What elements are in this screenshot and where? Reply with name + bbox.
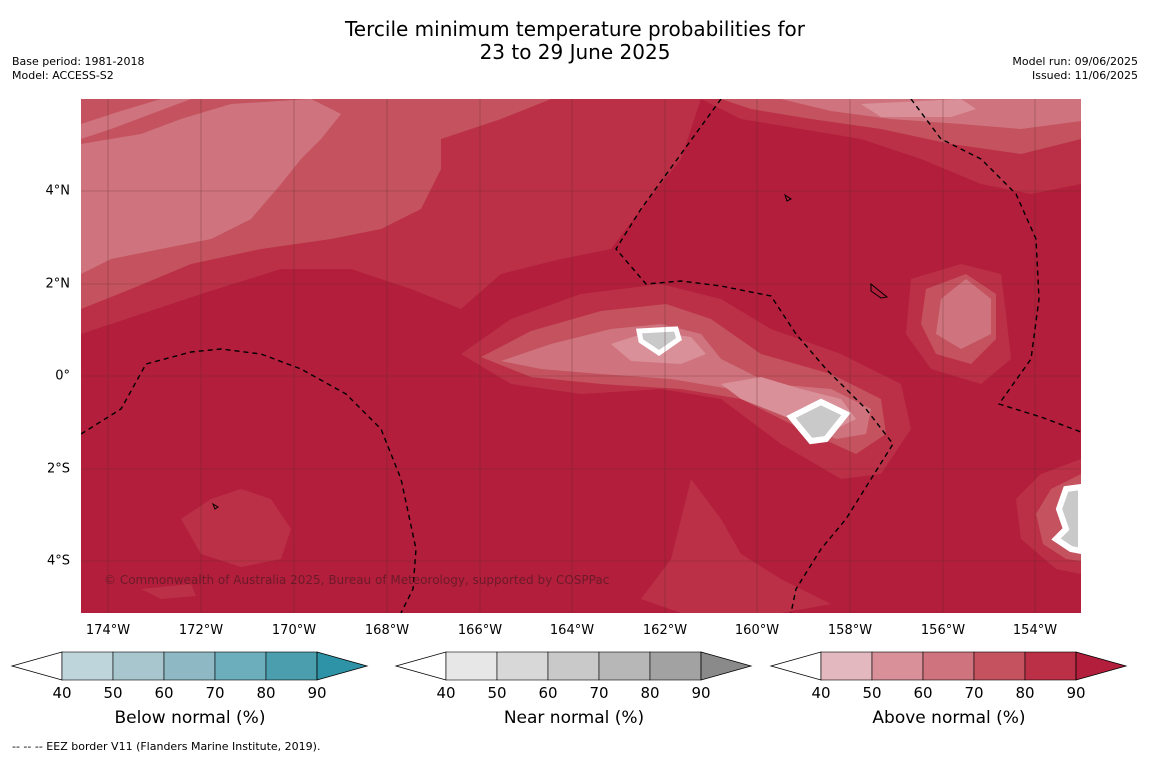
- title-line-1: Tercile minimum temperature probabilitie…: [344, 17, 806, 41]
- copyright-text: © Commonwealth of Australia 2025, Bureau…: [104, 573, 609, 587]
- colorbar-label-below: Below normal (%): [114, 708, 266, 728]
- sw-bottom-patch: [141, 584, 196, 599]
- meta-left: Base period: 1981-2018 Model: ACCESS-S2: [12, 55, 144, 83]
- cbar-above-tick: 50: [862, 684, 882, 702]
- lon-tick-156w: 156°W: [920, 623, 966, 638]
- island-2: [784, 193, 792, 202]
- eez-border-center: [615, 99, 894, 613]
- cbar-near-tick: 60: [538, 684, 558, 702]
- cbar-below-tick: 90: [307, 684, 327, 702]
- lon-tick-158w: 158°W: [827, 623, 873, 638]
- meta-right: Model run: 09/06/2025 Issued: 11/06/2025: [1012, 55, 1138, 83]
- cbar-below-tick: 60: [154, 684, 174, 702]
- lat-tick-4n: 4°N: [45, 183, 71, 199]
- lat-tick-2n: 2°N: [45, 276, 71, 292]
- lon-tick-154w: 154°W: [1012, 623, 1058, 638]
- east-60-patch: [936, 279, 991, 349]
- title-line-2: 23 to 29 June 2025: [479, 40, 671, 64]
- lon-tick-174w: 174°W: [85, 623, 131, 638]
- sw-80-patch: [181, 489, 291, 567]
- lon-tick-166w: 166°W: [457, 623, 503, 638]
- cbar-near-tick: 50: [487, 684, 507, 702]
- lat-tick-2s: 2°S: [46, 461, 70, 477]
- south-80-region: [641, 479, 831, 613]
- model-name: Model: ACCESS-S2: [12, 69, 114, 82]
- colorbar-near-normal: [394, 651, 753, 681]
- islands: [211, 193, 889, 510]
- cbar-below-tick: 80: [256, 684, 276, 702]
- near-normal-pocket-2: [786, 398, 851, 445]
- lon-tick-164w: 164°W: [549, 623, 595, 638]
- cbar-near-tick: 90: [691, 684, 711, 702]
- map-title: Tercile minimum temperature probabilitie…: [0, 18, 1150, 64]
- nw-60-region: [81, 99, 341, 274]
- island-1: [870, 282, 889, 299]
- cbar-near-tick: 40: [436, 684, 456, 702]
- lon-tick-168w: 168°W: [364, 623, 410, 638]
- graticule: [81, 99, 1081, 613]
- cbar-below-tick: 70: [205, 684, 225, 702]
- cbar-near-tick: 70: [589, 684, 609, 702]
- eez-border-east: [910, 99, 1081, 433]
- cbar-above-tick: 60: [913, 684, 933, 702]
- lon-tick-162w: 162°W: [642, 623, 688, 638]
- colorbar-below-normal: [10, 651, 369, 681]
- cbar-above-tick: 90: [1066, 684, 1086, 702]
- lat-tick-0: 0°: [55, 368, 70, 384]
- colorbar-above-normal: [769, 651, 1128, 681]
- colorbar-label-above: Above normal (%): [872, 708, 1026, 728]
- nw-60-tail: [81, 99, 191, 139]
- lon-tick-172w: 172°W: [178, 623, 224, 638]
- colorbar-label-near: Near normal (%): [503, 708, 645, 728]
- island-3: [211, 502, 219, 510]
- lon-tick-160w: 160°W: [734, 623, 780, 638]
- model-run: Model run: 09/06/2025: [1012, 55, 1138, 68]
- cbar-above-tick: 80: [1015, 684, 1035, 702]
- lat-tick-4s: 4°S: [46, 553, 70, 569]
- cbar-above-tick: 70: [964, 684, 984, 702]
- se-near-normal: [1051, 483, 1081, 555]
- cbar-below-tick: 40: [52, 684, 72, 702]
- eez-legend-note: -- -- -- EEZ border V11 (Flanders Marine…: [12, 740, 321, 753]
- eez-borders: [81, 99, 1081, 613]
- cbar-below-tick: 50: [103, 684, 123, 702]
- near-normal-pocket-1: [635, 326, 682, 357]
- cbar-near-tick: 80: [640, 684, 660, 702]
- base-period: Base period: 1981-2018: [12, 55, 145, 68]
- cbar-above-tick: 40: [811, 684, 831, 702]
- lon-tick-170w: 170°W: [271, 623, 317, 638]
- issued-date: Issued: 11/06/2025: [1031, 69, 1138, 82]
- probability-map: © Commonwealth of Australia 2025, Bureau…: [81, 99, 1081, 613]
